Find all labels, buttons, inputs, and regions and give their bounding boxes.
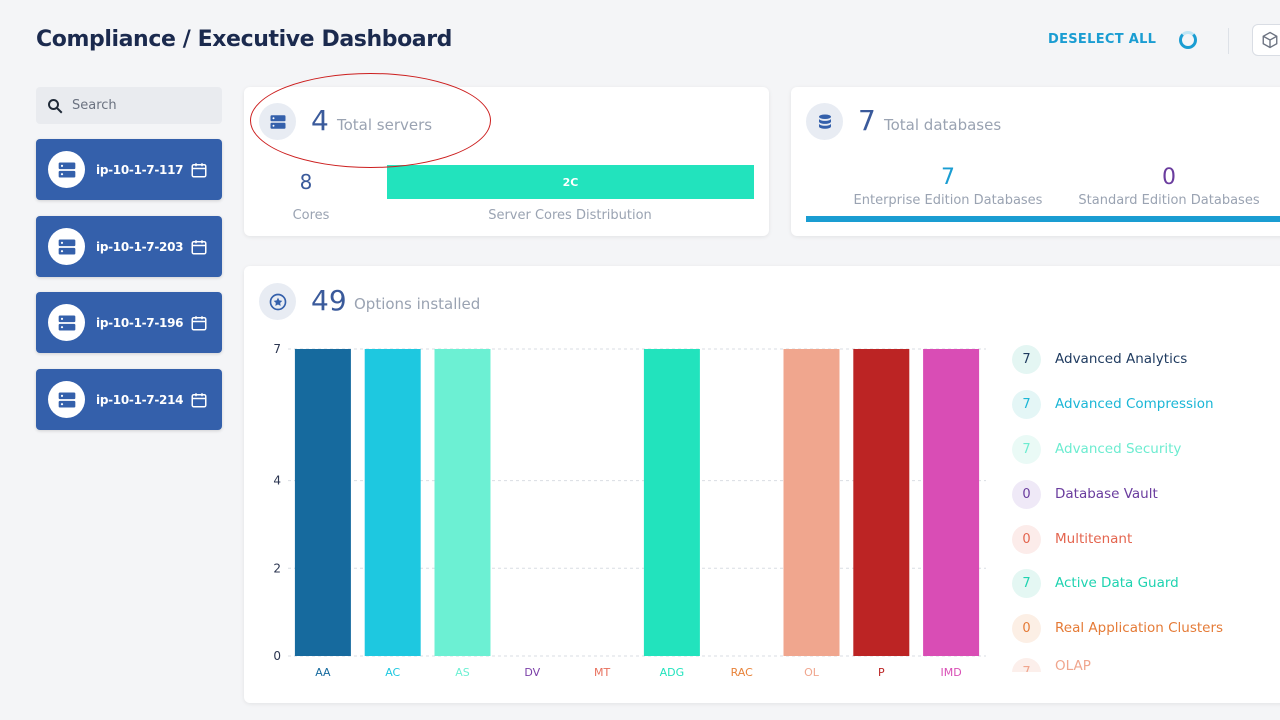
legend-item[interactable]: 0 Database Vault [1012, 479, 1158, 509]
total-databases-count: 7 [858, 104, 876, 137]
legend-label: Real Application Clusters [1055, 620, 1224, 636]
server-name: ip-10-1-7-203 [96, 239, 184, 254]
standard-databases-count: 0 [1162, 165, 1176, 190]
legend-count-badge: 7 [1012, 389, 1041, 419]
calendar-icon[interactable] [190, 314, 208, 332]
server-avatar [48, 304, 85, 341]
page-title: Compliance / Executive Dashboard [36, 27, 453, 52]
server-name: ip-10-1-7-196 [96, 315, 184, 330]
server-icon [58, 315, 75, 330]
legend-label: Active Data Guard [1055, 575, 1179, 591]
legend-item[interactable]: 7 Active Data Guard [1012, 568, 1179, 598]
legend-count-badge: 0 [1012, 524, 1041, 554]
server-name: ip-10-1-7-214 [96, 392, 184, 407]
server-cores-distribution-bar[interactable]: 2C [387, 165, 754, 199]
legend-count-badge: 0 [1012, 479, 1041, 509]
server-icon-badge [259, 103, 296, 140]
legend-item[interactable]: 0 Multitenant [1012, 524, 1132, 554]
server-avatar [48, 381, 85, 418]
total-servers-count: 4 [311, 104, 329, 137]
server-card[interactable]: ip-10-1-7-117 [36, 139, 222, 200]
options-installed-label: Options installed [354, 295, 481, 313]
server-name: ip-10-1-7-117 [96, 162, 184, 177]
calendar-icon[interactable] [190, 238, 208, 256]
legend-count-badge: 7 [1012, 568, 1041, 598]
enterprise-databases-label: Enterprise Edition Databases [853, 193, 1043, 208]
edition-distribution-bar[interactable] [806, 216, 1280, 222]
legend-label: OLAP [1055, 658, 1091, 672]
search-icon [48, 98, 63, 113]
legend-item[interactable]: 0 Real Application Clusters [1012, 613, 1223, 643]
server-icon [58, 239, 75, 254]
databases-card: 7 Total databases 7 Enterprise Edition D… [791, 87, 1280, 236]
options-installed-count: 49 [311, 284, 347, 317]
servers-card: 4 Total servers 8 Cores 2C Server Cores … [244, 87, 769, 236]
database-icon-badge [806, 103, 843, 140]
total-servers-label: Total servers [337, 116, 433, 134]
standard-databases-label: Standard Edition Databases [1078, 193, 1260, 208]
loading-spinner-icon [1179, 31, 1197, 49]
distribution-segment-label: 2C [562, 175, 579, 189]
legend-count-badge: 7 [1012, 434, 1041, 464]
legend-label: Database Vault [1055, 486, 1158, 502]
legend-item[interactable]: 7 Advanced Security [1012, 434, 1181, 464]
search-input[interactable] [72, 98, 212, 113]
server-card[interactable]: ip-10-1-7-214 [36, 369, 222, 430]
server-avatar [48, 228, 85, 265]
cores-count: 8 [299, 170, 313, 194]
legend-count-badge: 0 [1012, 613, 1041, 643]
legend-label: Advanced Compression [1055, 396, 1214, 412]
header-divider [1228, 28, 1229, 54]
database-icon [818, 114, 831, 129]
cores-label: Cores [292, 208, 330, 223]
legend-label: Multitenant [1055, 531, 1133, 547]
legend-item[interactable]: 7 OLAP [1012, 658, 1091, 672]
enterprise-databases-count: 7 [941, 165, 955, 190]
server-card[interactable]: ip-10-1-7-203 [36, 216, 222, 277]
legend-count-badge: 7 [1012, 344, 1041, 374]
server-icon [270, 114, 285, 129]
legend-label: Advanced Security [1055, 441, 1182, 457]
search-box[interactable] [36, 87, 222, 124]
legend-item[interactable]: 7 Advanced Analytics [1012, 344, 1187, 374]
legend-label: Advanced Analytics [1055, 351, 1188, 367]
server-card[interactable]: ip-10-1-7-196 [36, 292, 222, 353]
total-databases-label: Total databases [884, 116, 1002, 134]
server-avatar [48, 151, 85, 188]
star-badge-icon [269, 293, 286, 310]
legend-item[interactable]: 7 Advanced Compression [1012, 389, 1214, 419]
server-icon [58, 392, 75, 407]
cube-icon [1262, 31, 1278, 49]
deselect-all-button[interactable]: DESELECT ALL [1048, 32, 1157, 47]
calendar-icon[interactable] [190, 161, 208, 179]
legend-count-badge: 7 [1012, 658, 1041, 672]
calendar-icon[interactable] [190, 391, 208, 409]
cube-menu-button[interactable] [1252, 24, 1280, 56]
server-icon [58, 162, 75, 177]
options-icon-badge [259, 283, 296, 320]
server-cores-distribution-label: Server Cores Distribution [488, 208, 652, 223]
